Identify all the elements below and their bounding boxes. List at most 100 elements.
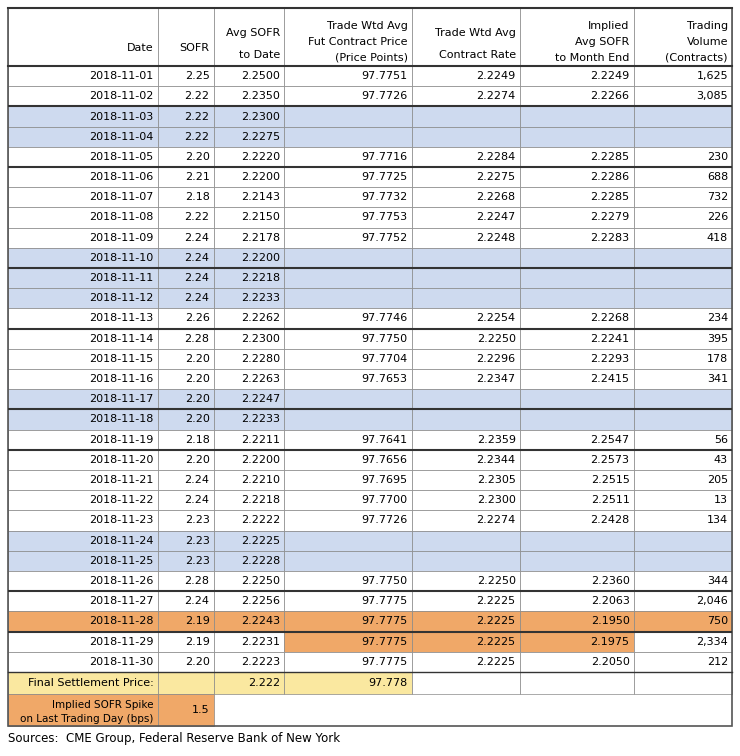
Bar bbox=[214, 288, 284, 308]
Text: 2.2050: 2.2050 bbox=[591, 657, 630, 667]
Text: 3,085: 3,085 bbox=[696, 91, 728, 101]
Bar bbox=[8, 652, 158, 672]
Bar bbox=[158, 450, 214, 470]
Bar bbox=[411, 631, 519, 652]
Text: 2.18: 2.18 bbox=[185, 435, 209, 445]
Text: 97.7752: 97.7752 bbox=[361, 233, 408, 243]
Bar bbox=[633, 107, 732, 126]
Text: 2.2143: 2.2143 bbox=[241, 192, 280, 203]
Bar bbox=[633, 591, 732, 612]
Bar bbox=[158, 631, 214, 652]
Bar bbox=[411, 652, 519, 672]
Bar bbox=[519, 147, 633, 167]
Bar bbox=[8, 248, 158, 268]
Bar bbox=[633, 571, 732, 591]
Text: 43: 43 bbox=[714, 455, 728, 465]
Bar bbox=[214, 86, 284, 107]
Bar bbox=[411, 248, 519, 268]
Bar bbox=[158, 329, 214, 349]
Bar bbox=[158, 591, 214, 612]
Bar bbox=[284, 571, 411, 591]
Text: 2.2344: 2.2344 bbox=[477, 455, 516, 465]
Bar bbox=[411, 531, 519, 551]
Bar bbox=[158, 571, 214, 591]
Text: 2.2284: 2.2284 bbox=[477, 152, 516, 162]
Text: 2.2415: 2.2415 bbox=[591, 374, 630, 384]
Bar bbox=[158, 369, 214, 389]
Bar bbox=[8, 126, 158, 147]
Text: 2.20: 2.20 bbox=[185, 657, 209, 667]
Bar bbox=[411, 450, 519, 470]
Bar bbox=[411, 66, 519, 86]
Text: 2.2300: 2.2300 bbox=[241, 111, 280, 122]
Bar bbox=[519, 228, 633, 248]
Bar bbox=[284, 429, 411, 450]
Bar bbox=[284, 672, 411, 694]
Text: 134: 134 bbox=[707, 516, 728, 525]
Text: 2.2428: 2.2428 bbox=[591, 516, 630, 525]
Text: 56: 56 bbox=[714, 435, 728, 445]
Text: Sources:  CME Group, Federal Reserve Bank of New York: Sources: CME Group, Federal Reserve Bank… bbox=[8, 732, 340, 745]
Text: 2018-11-11: 2018-11-11 bbox=[90, 273, 154, 283]
Text: 2.2263: 2.2263 bbox=[241, 374, 280, 384]
Text: 2.25: 2.25 bbox=[185, 71, 209, 81]
Text: 2.1950: 2.1950 bbox=[591, 616, 630, 627]
Text: 234: 234 bbox=[707, 314, 728, 324]
Bar bbox=[519, 510, 633, 531]
Bar bbox=[411, 329, 519, 349]
Bar bbox=[8, 429, 158, 450]
Bar bbox=[411, 187, 519, 207]
Text: 2018-11-07: 2018-11-07 bbox=[90, 192, 154, 203]
Bar bbox=[284, 470, 411, 490]
Bar bbox=[214, 308, 284, 329]
Bar bbox=[8, 510, 158, 531]
Bar bbox=[158, 167, 214, 187]
Text: Trading: Trading bbox=[687, 20, 728, 31]
Text: 2.2248: 2.2248 bbox=[477, 233, 516, 243]
Text: 1.5: 1.5 bbox=[192, 705, 209, 715]
Bar bbox=[411, 429, 519, 450]
Text: 2.23: 2.23 bbox=[185, 556, 209, 566]
Text: 2.2210: 2.2210 bbox=[241, 475, 280, 485]
Text: 2.24: 2.24 bbox=[184, 273, 209, 283]
Text: 2.2218: 2.2218 bbox=[241, 273, 280, 283]
Bar bbox=[8, 490, 158, 510]
Bar bbox=[214, 228, 284, 248]
Text: 2.2249: 2.2249 bbox=[591, 71, 630, 81]
Text: 2.2573: 2.2573 bbox=[591, 455, 630, 465]
Bar bbox=[214, 66, 284, 86]
Bar bbox=[284, 349, 411, 369]
Bar bbox=[519, 8, 633, 66]
Bar bbox=[284, 591, 411, 612]
Bar bbox=[633, 86, 732, 107]
Text: 732: 732 bbox=[707, 192, 728, 203]
Bar bbox=[284, 8, 411, 66]
Text: SOFR: SOFR bbox=[180, 43, 209, 53]
Bar bbox=[8, 694, 158, 726]
Text: 97.7700: 97.7700 bbox=[361, 495, 408, 505]
Text: 97.7695: 97.7695 bbox=[361, 475, 408, 485]
Text: 2.2275: 2.2275 bbox=[477, 172, 516, 182]
Text: 2.2500: 2.2500 bbox=[241, 71, 280, 81]
Bar bbox=[633, 510, 732, 531]
Text: 2.2200: 2.2200 bbox=[241, 455, 280, 465]
Text: 2.2283: 2.2283 bbox=[591, 233, 630, 243]
Text: 2,334: 2,334 bbox=[696, 637, 728, 646]
Text: 2.2268: 2.2268 bbox=[477, 192, 516, 203]
Text: Date: Date bbox=[127, 43, 154, 53]
Bar bbox=[519, 551, 633, 571]
Text: Contract Rate: Contract Rate bbox=[439, 50, 516, 60]
Text: Avg SOFR: Avg SOFR bbox=[575, 37, 630, 47]
Bar bbox=[411, 268, 519, 288]
Text: 2.20: 2.20 bbox=[185, 374, 209, 384]
Text: 2018-11-03: 2018-11-03 bbox=[90, 111, 154, 122]
Bar bbox=[8, 389, 158, 410]
Text: 2.2200: 2.2200 bbox=[241, 172, 280, 182]
Text: 2.2233: 2.2233 bbox=[241, 293, 280, 303]
Bar bbox=[214, 248, 284, 268]
Text: 2.2233: 2.2233 bbox=[241, 414, 280, 425]
Text: 2.23: 2.23 bbox=[185, 516, 209, 525]
Text: 2.2218: 2.2218 bbox=[241, 495, 280, 505]
Text: 2,046: 2,046 bbox=[696, 596, 728, 606]
Text: 2018-11-01: 2018-11-01 bbox=[90, 71, 154, 81]
